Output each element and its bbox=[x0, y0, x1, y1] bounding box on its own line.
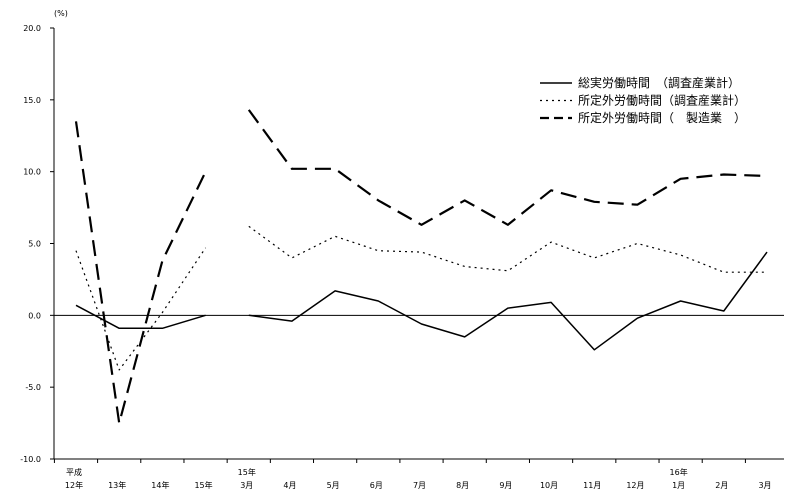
legend-label-3: 所定外労働時間（ 製造業 ） bbox=[578, 110, 746, 125]
legend: 総実労働時間 （調査産業計） 所定外労働時間（調査産業計） 所定外労働時間（ 製造業… bbox=[540, 75, 746, 125]
x-tick-label: 5月 bbox=[327, 481, 340, 490]
series-line-2 bbox=[75, 247, 207, 371]
y-tick-label: -10.0 bbox=[20, 455, 41, 464]
y-tick-label: -5.0 bbox=[25, 383, 41, 392]
x-tick-label: 3月 bbox=[758, 481, 771, 490]
x-tick-label: 6月 bbox=[370, 481, 383, 490]
x-tick-label: 7月 bbox=[413, 481, 426, 490]
x-tick-label: 10月 bbox=[540, 481, 558, 490]
y-tick-label: 20.0 bbox=[23, 24, 41, 33]
y-tick-label: 15.0 bbox=[23, 96, 41, 105]
legend-label-2: 所定外労働時間（調査産業計） bbox=[578, 93, 746, 108]
legend-label-1: 総実労働時間 （調査産業計） bbox=[578, 75, 740, 90]
series-line-3 bbox=[247, 109, 768, 226]
x-tick-label: 2月 bbox=[715, 481, 728, 490]
y-axis: 20.0 15.0 10.0 5.0 0.0 -5.0 -10.0 bbox=[20, 24, 55, 464]
x-tick-label: 9月 bbox=[499, 481, 512, 490]
x-tick-label: 3月 bbox=[240, 481, 253, 490]
x-tick-label: 12月 bbox=[626, 481, 644, 490]
x-tick-label: 1月 bbox=[672, 481, 685, 490]
x-tick-label: 15年 bbox=[194, 480, 212, 490]
series-line-1 bbox=[248, 251, 768, 351]
y-axis-label: (%) bbox=[54, 9, 68, 18]
x-tick-label: 4月 bbox=[283, 481, 296, 490]
series-line-3 bbox=[74, 121, 207, 425]
x-tick-label: 8月 bbox=[456, 481, 469, 490]
x-tick-label: 12年 bbox=[65, 480, 83, 490]
series-line-1 bbox=[75, 304, 206, 330]
x-tick-label-top: 15年 bbox=[238, 467, 256, 477]
x-tick-label: 13年 bbox=[108, 480, 126, 490]
y-tick-label: 0.0 bbox=[28, 311, 41, 320]
x-tick-label: 14年 bbox=[151, 480, 169, 490]
x-tick-label-top: 16年 bbox=[670, 467, 688, 477]
x-tick-label-top: 平成 bbox=[66, 467, 82, 477]
series-line-2 bbox=[248, 225, 767, 273]
x-tick-label: 11月 bbox=[583, 481, 601, 490]
y-tick-label: 10.0 bbox=[23, 168, 41, 177]
series-layer bbox=[74, 109, 768, 425]
y-tick-label: 5.0 bbox=[28, 240, 41, 249]
x-axis: 平成 12年 13年 14年 15年 15年 3月 4月 5月 6月 7月 8月 9月 10月 11月 12月… bbox=[53, 314, 784, 490]
